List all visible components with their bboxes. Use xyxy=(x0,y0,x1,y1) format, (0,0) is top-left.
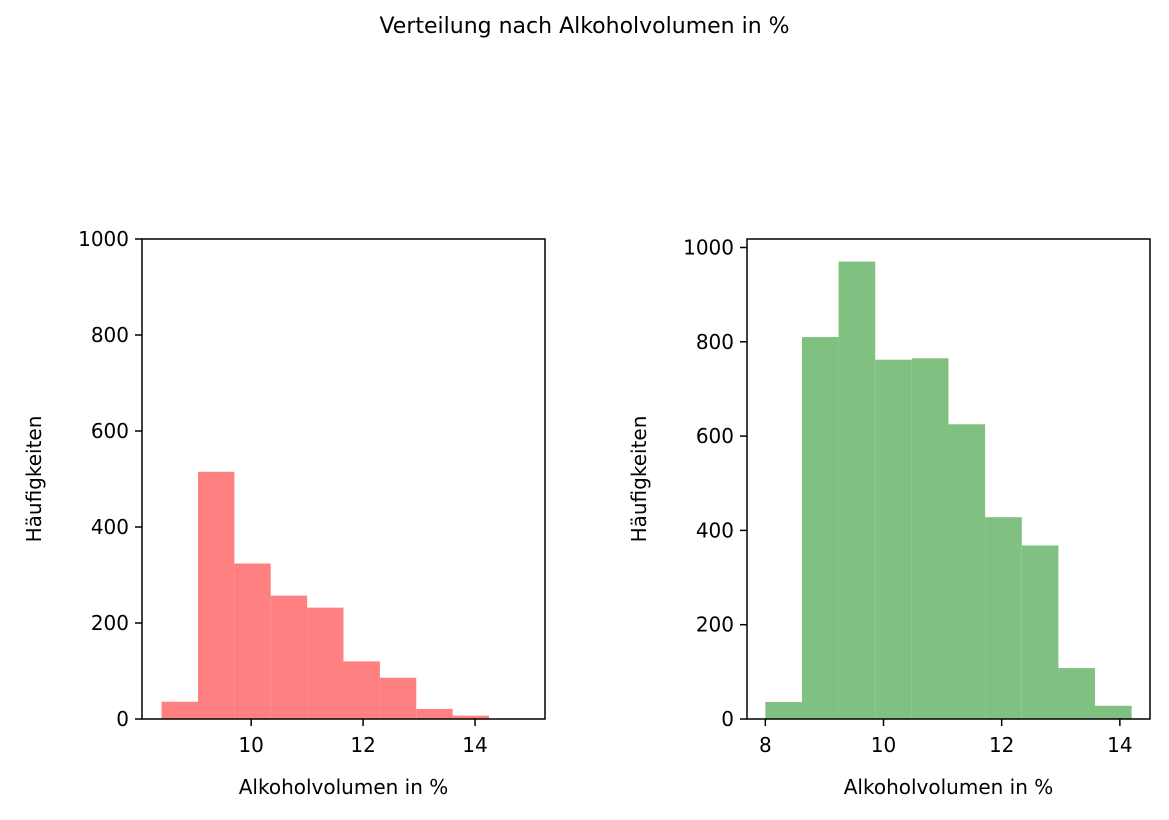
y-axis-label: Häufigkeiten xyxy=(22,416,46,543)
x-tick-label: 8 xyxy=(759,733,772,757)
subplot-1: 10 12 14 0 200 400 600 800 1000 Alkoholvolumen in… xyxy=(22,227,546,799)
y-axis-label: Häufigkeiten xyxy=(627,416,651,543)
y-tick-label: 0 xyxy=(116,707,129,731)
histogram-bar xyxy=(838,261,876,719)
histogram-bar xyxy=(1058,668,1096,719)
x-tick-label: 12 xyxy=(989,733,1014,757)
y-tick-label: 400 xyxy=(91,515,129,539)
y-tick-label: 1000 xyxy=(78,227,129,251)
histogram-bar xyxy=(948,424,986,719)
histogram-bar xyxy=(1021,545,1059,719)
x-tick-label: 10 xyxy=(238,733,263,757)
y-tick-label: 400 xyxy=(696,518,734,542)
histogram-bar xyxy=(307,607,344,719)
y-tick-label: 800 xyxy=(696,330,734,354)
y-tick-label: 1000 xyxy=(683,235,734,259)
histogram-bar xyxy=(911,358,949,719)
x-tick-label: 14 xyxy=(1107,733,1132,757)
x-tick-label: 10 xyxy=(871,733,896,757)
x-tick-label: 12 xyxy=(350,733,375,757)
histogram-bar xyxy=(161,701,198,719)
figure-title: Verteilung nach Alkoholvolumen in % xyxy=(379,14,790,39)
y-tick-label: 600 xyxy=(91,419,129,443)
axes-frame xyxy=(141,238,546,720)
histogram-bar xyxy=(801,337,839,719)
histogram-bar xyxy=(1095,705,1132,719)
histogram-bar xyxy=(379,677,417,719)
y-tick-label: 800 xyxy=(91,323,129,347)
axes-frame xyxy=(746,238,1151,720)
y-tick-label: 200 xyxy=(91,611,129,635)
y-tick-label: 200 xyxy=(696,613,734,637)
x-axis-label: Alkoholvolumen in % xyxy=(239,775,449,799)
x-tick-label: 14 xyxy=(462,733,487,757)
y-tick-label: 0 xyxy=(721,707,734,731)
histogram-bar xyxy=(270,595,308,719)
subplot-2: 8 10 12 14 0 200 400 600 800 1000 Alkoholvolumen i… xyxy=(627,235,1151,799)
histogram-bar xyxy=(765,702,802,719)
histogram-bar xyxy=(452,715,490,719)
histogram-bar xyxy=(234,563,271,719)
histogram-bar xyxy=(875,359,912,719)
x-axis-label: Alkoholvolumen in % xyxy=(844,775,1054,799)
histogram-bar xyxy=(985,517,1022,719)
histogram-bar xyxy=(416,708,453,719)
histogram-bar xyxy=(197,471,235,719)
histogram-bar xyxy=(343,661,380,719)
y-tick-label: 600 xyxy=(696,424,734,448)
